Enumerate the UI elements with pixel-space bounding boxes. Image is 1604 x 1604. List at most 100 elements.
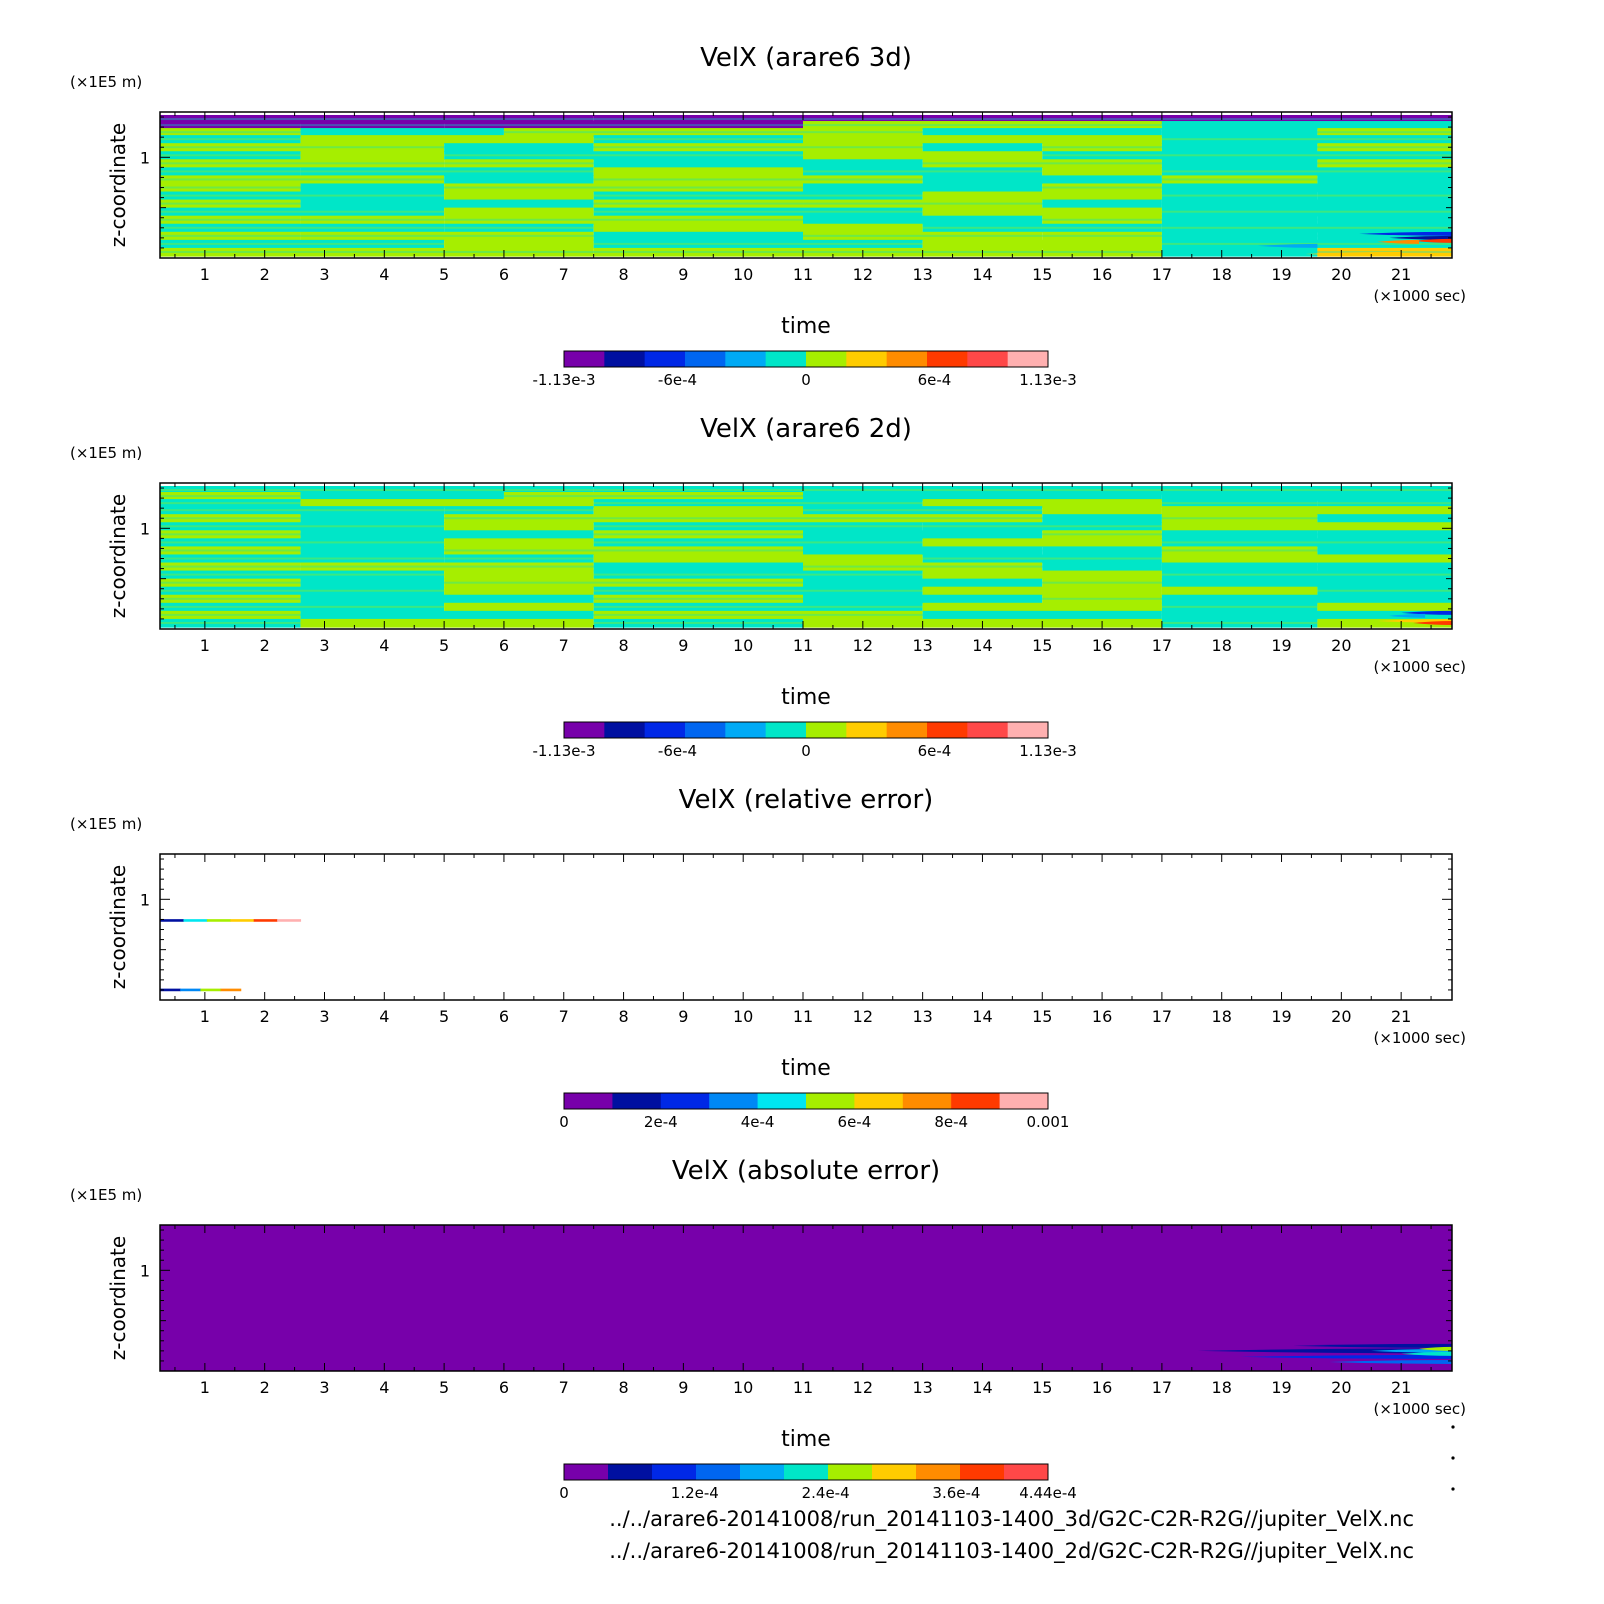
x-tick-label: 2 [260,1378,270,1397]
contour-band [444,578,804,588]
contour-band [300,492,504,501]
contour-band [444,223,594,233]
colorbar-swatch [806,351,847,367]
y-tick-label: 1 [140,148,150,167]
contour-band [922,159,1162,169]
contour-band [593,199,804,209]
colorbar-swatch [604,722,646,738]
contour-band [803,546,1043,556]
colorbar-swatch [765,722,807,738]
contour-band [803,199,1043,209]
contour-band [593,239,923,249]
contour-band [1042,594,1162,604]
contour-band [444,522,594,531]
contour-band [1161,175,1318,185]
contour-streak [1389,235,1452,240]
contour-streak [1293,1343,1452,1348]
contour-stripe [160,131,1452,134]
error-line-segment [253,919,278,922]
colorbar-swatch [612,1093,662,1109]
contour-stripe [160,565,1452,568]
x-tick-label: 5 [439,1007,449,1026]
contour-band [160,143,445,152]
contour-band [1161,492,1452,501]
contour-stripe [160,495,1452,498]
x-tick-label: 15 [1032,636,1052,655]
colorbar-swatch [685,722,726,738]
contour-band [160,239,445,249]
contour-streak [1401,610,1452,615]
contour-band [593,586,923,596]
contour-band [1161,602,1318,612]
contour-band [593,499,923,508]
contour-band [1317,602,1452,612]
x-unit-label: (×1000 sec) [1373,658,1466,676]
contour-band [1317,175,1452,185]
chart-panel-4: VelX (absolute error) (×1E5 m) z-coordinat… [70,1156,1466,1502]
y-axis-label: z-coordinate [106,123,130,247]
contour-band [1161,538,1452,548]
contour-stripe [160,250,1452,253]
error-line-segment [160,919,184,922]
contour-stripe [160,218,1452,221]
x-tick-label: 15 [1032,1007,1052,1026]
contour-band [803,530,1043,540]
contour-band [1317,128,1452,137]
x-tick-label: 19 [1271,1378,1291,1397]
contour-band [160,578,301,588]
contour-stripe [160,170,1452,173]
contour-band [160,121,301,130]
x-tick-label: 10 [733,265,753,284]
colorbar-swatch [886,351,928,367]
contour-band [1161,514,1318,523]
contour-band [593,167,804,177]
contour-band [922,143,1043,152]
contour-stripe [160,178,1452,181]
colorbar-swatch [784,1464,829,1480]
contour-stripe [160,242,1452,245]
colorbar-tick-label: 0 [801,742,811,760]
x-tick-label: 7 [559,1007,569,1026]
x-tick-label: 19 [1271,1007,1291,1026]
y-axis-label: z-coordinate [106,494,130,618]
contour-band [444,207,594,217]
x-axis-label: time [781,314,831,339]
contour-stripe [160,613,1452,616]
contour-band [1161,223,1452,233]
x-tick-label: 13 [912,1378,932,1397]
contour-band [922,191,1162,201]
colorbar-tick-label: 6e-4 [838,1113,872,1131]
contour-band [160,522,445,531]
colorbar-swatch [967,351,1009,367]
contour-band [160,610,301,620]
x-tick-label: 17 [1152,265,1172,284]
contour-band [444,239,594,249]
contour-stripe [160,138,1452,141]
contour-stripe [160,557,1452,560]
contour-band [1317,191,1452,201]
contour-band [593,143,923,152]
colorbar-swatch [999,1093,1049,1109]
contour-band [922,239,1162,249]
colorbar-tick-label: 4.44e-4 [1019,1484,1077,1502]
contour-band [1317,618,1452,628]
colorbar-swatch [604,351,646,367]
colorbar-swatch [846,351,888,367]
x-tick-label: 16 [1092,636,1112,655]
contour-band [160,191,445,201]
contour-band [160,159,445,169]
contour-band [300,530,594,540]
plot-area [160,854,1452,1000]
colorbar-swatch [652,1464,697,1480]
contour-band [593,223,923,233]
contour-band [300,546,445,556]
contour-band [922,522,1162,531]
chart-title: VelX (absolute error) [672,1156,940,1186]
colorbar-frame [563,721,1049,739]
contour-band [593,554,923,564]
contour-band [1317,562,1452,572]
x-tick-label: 4 [379,1007,389,1026]
colorbar-swatch [564,1093,613,1109]
x-tick-label: 2 [260,265,270,284]
